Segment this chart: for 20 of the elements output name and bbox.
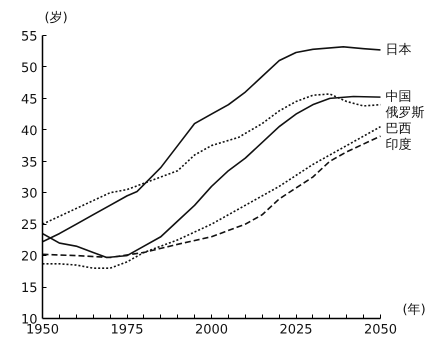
y-tick-label: 30 bbox=[20, 186, 38, 202]
y-tick-label: 40 bbox=[20, 124, 38, 139]
series-label: 日本 bbox=[386, 42, 412, 58]
y-tick-label: 55 bbox=[20, 30, 38, 44]
series-label: 中国 bbox=[386, 90, 412, 105]
y-tick-label: 20 bbox=[20, 250, 38, 265]
series-label: 印度 bbox=[386, 136, 412, 153]
y-tick-label: 35 bbox=[20, 155, 38, 170]
y-tick-label: 25 bbox=[20, 218, 38, 234]
y-tick-label: 45 bbox=[20, 92, 38, 108]
x-axis-title: (年) bbox=[402, 302, 426, 318]
y-tick-label: 15 bbox=[20, 281, 38, 296]
x-tick-label: 1975 bbox=[110, 322, 144, 338]
series-label: 巴西 bbox=[386, 122, 412, 137]
x-tick-label: 2025 bbox=[279, 322, 313, 338]
x-tick-label: 2050 bbox=[364, 322, 398, 338]
x-tick-label: 2000 bbox=[194, 322, 228, 338]
series-label: 俄罗斯 bbox=[386, 106, 424, 121]
y-tick-label: 50 bbox=[20, 60, 38, 76]
y-axis-title: (岁) bbox=[44, 10, 68, 26]
